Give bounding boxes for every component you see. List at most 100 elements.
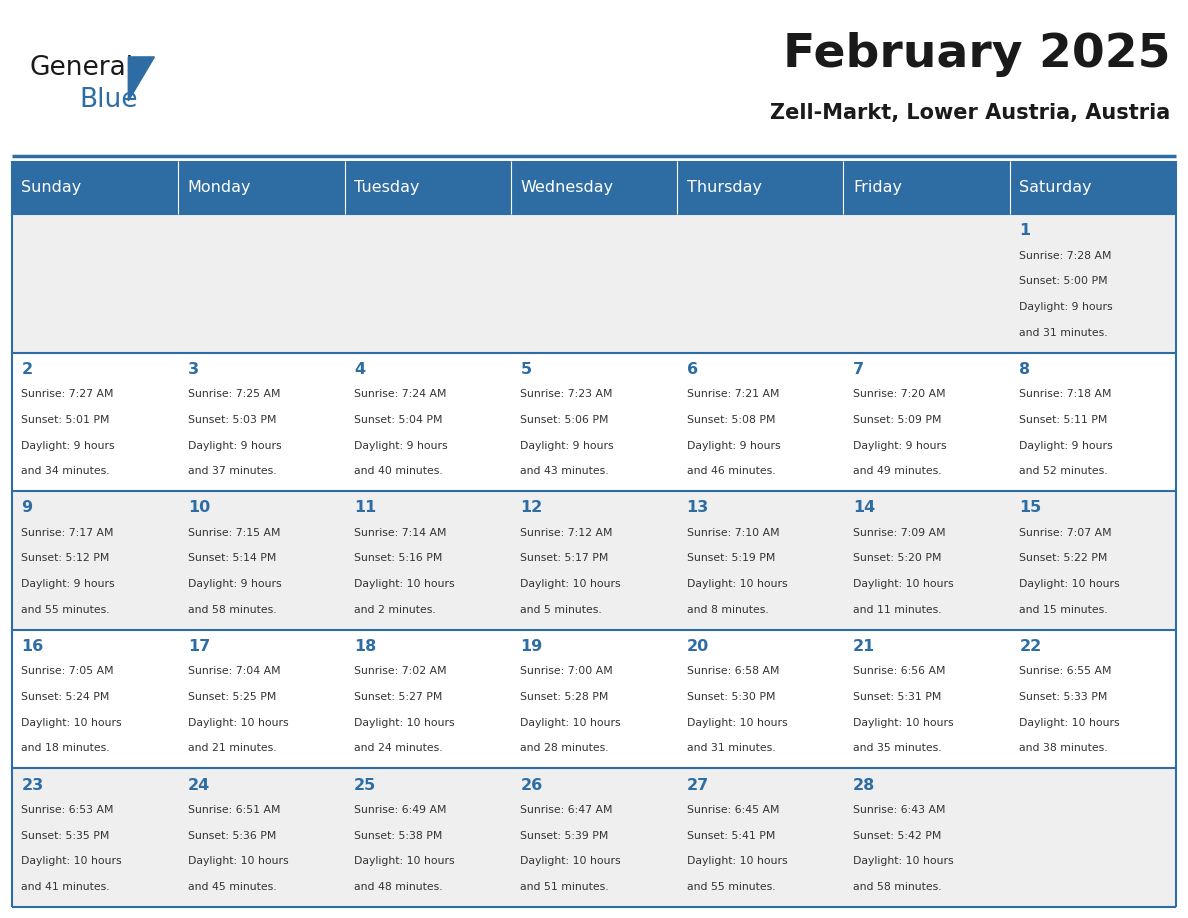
Text: Sunset: 5:35 PM: Sunset: 5:35 PM bbox=[21, 831, 109, 841]
Text: 20: 20 bbox=[687, 639, 709, 654]
Text: Sunset: 5:28 PM: Sunset: 5:28 PM bbox=[520, 692, 608, 702]
Text: and 8 minutes.: and 8 minutes. bbox=[687, 605, 769, 615]
Text: Sunrise: 7:10 AM: Sunrise: 7:10 AM bbox=[687, 528, 779, 538]
Text: Sunrise: 7:04 AM: Sunrise: 7:04 AM bbox=[188, 666, 280, 677]
Text: Daylight: 10 hours: Daylight: 10 hours bbox=[687, 856, 788, 867]
Text: Sunset: 5:33 PM: Sunset: 5:33 PM bbox=[1019, 692, 1107, 702]
Text: and 31 minutes.: and 31 minutes. bbox=[1019, 328, 1108, 338]
Text: 21: 21 bbox=[853, 639, 876, 654]
Text: Sunset: 5:24 PM: Sunset: 5:24 PM bbox=[21, 692, 109, 702]
Text: Sunset: 5:06 PM: Sunset: 5:06 PM bbox=[520, 415, 608, 425]
Text: Sunset: 5:04 PM: Sunset: 5:04 PM bbox=[354, 415, 442, 425]
Bar bbox=[843, 161, 1010, 214]
Text: 4: 4 bbox=[354, 362, 365, 376]
Text: 25: 25 bbox=[354, 778, 377, 792]
Text: Sunset: 5:38 PM: Sunset: 5:38 PM bbox=[354, 831, 442, 841]
Text: Daylight: 10 hours: Daylight: 10 hours bbox=[188, 856, 289, 867]
Bar bbox=[511, 161, 677, 214]
Text: 17: 17 bbox=[188, 639, 210, 654]
Text: and 2 minutes.: and 2 minutes. bbox=[354, 605, 436, 615]
Text: Sunset: 5:20 PM: Sunset: 5:20 PM bbox=[853, 554, 941, 564]
Text: and 51 minutes.: and 51 minutes. bbox=[520, 882, 609, 892]
Text: Sunset: 5:11 PM: Sunset: 5:11 PM bbox=[1019, 415, 1107, 425]
Bar bbox=[677, 161, 843, 214]
Text: and 46 minutes.: and 46 minutes. bbox=[687, 466, 776, 476]
Text: and 43 minutes.: and 43 minutes. bbox=[520, 466, 609, 476]
Text: Sunrise: 7:00 AM: Sunrise: 7:00 AM bbox=[520, 666, 613, 677]
Text: Sunrise: 7:07 AM: Sunrise: 7:07 AM bbox=[1019, 528, 1112, 538]
Text: 3: 3 bbox=[188, 362, 198, 376]
Text: Daylight: 9 hours: Daylight: 9 hours bbox=[188, 441, 282, 451]
Text: Saturday: Saturday bbox=[1019, 180, 1092, 195]
Text: 24: 24 bbox=[188, 778, 210, 792]
Bar bbox=[1010, 161, 1176, 214]
Text: Daylight: 9 hours: Daylight: 9 hours bbox=[21, 579, 115, 589]
Text: Sunrise: 7:15 AM: Sunrise: 7:15 AM bbox=[188, 528, 280, 538]
Text: Daylight: 10 hours: Daylight: 10 hours bbox=[354, 856, 455, 867]
Text: 12: 12 bbox=[520, 500, 543, 515]
Text: and 55 minutes.: and 55 minutes. bbox=[21, 605, 110, 615]
Text: Daylight: 10 hours: Daylight: 10 hours bbox=[188, 718, 289, 728]
Text: Sunset: 5:42 PM: Sunset: 5:42 PM bbox=[853, 831, 941, 841]
Text: 8: 8 bbox=[1019, 362, 1030, 376]
Text: Sunset: 5:12 PM: Sunset: 5:12 PM bbox=[21, 554, 109, 564]
Text: Daylight: 10 hours: Daylight: 10 hours bbox=[687, 718, 788, 728]
Text: Daylight: 9 hours: Daylight: 9 hours bbox=[687, 441, 781, 451]
Text: Sunset: 5:16 PM: Sunset: 5:16 PM bbox=[354, 554, 442, 564]
Text: 5: 5 bbox=[520, 362, 531, 376]
Text: 11: 11 bbox=[354, 500, 377, 515]
Text: and 18 minutes.: and 18 minutes. bbox=[21, 744, 110, 754]
Text: Sunset: 5:09 PM: Sunset: 5:09 PM bbox=[853, 415, 941, 425]
Text: Monday: Monday bbox=[188, 180, 251, 195]
Text: and 45 minutes.: and 45 minutes. bbox=[188, 882, 277, 892]
Text: Daylight: 9 hours: Daylight: 9 hours bbox=[520, 441, 614, 451]
Text: Sunrise: 6:49 AM: Sunrise: 6:49 AM bbox=[354, 805, 447, 815]
Text: Daylight: 10 hours: Daylight: 10 hours bbox=[21, 718, 122, 728]
Text: Sunrise: 7:27 AM: Sunrise: 7:27 AM bbox=[21, 389, 114, 399]
Text: Daylight: 9 hours: Daylight: 9 hours bbox=[1019, 302, 1113, 312]
Text: Daylight: 10 hours: Daylight: 10 hours bbox=[687, 579, 788, 589]
Text: February 2025: February 2025 bbox=[783, 32, 1170, 77]
Text: Sunrise: 6:56 AM: Sunrise: 6:56 AM bbox=[853, 666, 946, 677]
Text: Sunrise: 7:18 AM: Sunrise: 7:18 AM bbox=[1019, 389, 1112, 399]
Text: and 41 minutes.: and 41 minutes. bbox=[21, 882, 110, 892]
Text: General: General bbox=[30, 55, 134, 81]
Text: and 35 minutes.: and 35 minutes. bbox=[853, 744, 942, 754]
Text: Daylight: 10 hours: Daylight: 10 hours bbox=[520, 856, 621, 867]
Bar bbox=[345, 161, 511, 214]
Text: Daylight: 10 hours: Daylight: 10 hours bbox=[853, 579, 954, 589]
Text: Daylight: 10 hours: Daylight: 10 hours bbox=[853, 718, 954, 728]
Text: 16: 16 bbox=[21, 639, 44, 654]
Text: and 5 minutes.: and 5 minutes. bbox=[520, 605, 602, 615]
Text: Sunrise: 7:12 AM: Sunrise: 7:12 AM bbox=[520, 528, 613, 538]
Text: Daylight: 10 hours: Daylight: 10 hours bbox=[354, 718, 455, 728]
Text: Blue: Blue bbox=[80, 87, 138, 113]
Text: Sunset: 5:03 PM: Sunset: 5:03 PM bbox=[188, 415, 276, 425]
Text: Sunset: 5:36 PM: Sunset: 5:36 PM bbox=[188, 831, 276, 841]
Text: Tuesday: Tuesday bbox=[354, 180, 419, 195]
Text: Daylight: 9 hours: Daylight: 9 hours bbox=[21, 441, 115, 451]
Text: 28: 28 bbox=[853, 778, 876, 792]
Text: Sunrise: 7:25 AM: Sunrise: 7:25 AM bbox=[188, 389, 280, 399]
Text: and 49 minutes.: and 49 minutes. bbox=[853, 466, 942, 476]
Text: Daylight: 10 hours: Daylight: 10 hours bbox=[354, 579, 455, 589]
Text: 14: 14 bbox=[853, 500, 876, 515]
Text: Sunset: 5:30 PM: Sunset: 5:30 PM bbox=[687, 692, 775, 702]
Text: Daylight: 10 hours: Daylight: 10 hours bbox=[21, 856, 122, 867]
Text: 19: 19 bbox=[520, 639, 543, 654]
Text: Daylight: 10 hours: Daylight: 10 hours bbox=[1019, 579, 1120, 589]
Text: Sunset: 5:17 PM: Sunset: 5:17 PM bbox=[520, 554, 608, 564]
Text: Sunset: 5:41 PM: Sunset: 5:41 PM bbox=[687, 831, 775, 841]
Text: Zell-Markt, Lower Austria, Austria: Zell-Markt, Lower Austria, Austria bbox=[770, 103, 1170, 123]
Text: 2: 2 bbox=[21, 362, 32, 376]
Bar bbox=[12, 161, 178, 214]
Bar bbox=[12, 630, 1176, 768]
Text: and 38 minutes.: and 38 minutes. bbox=[1019, 744, 1108, 754]
Text: and 34 minutes.: and 34 minutes. bbox=[21, 466, 110, 476]
Text: Sunset: 5:08 PM: Sunset: 5:08 PM bbox=[687, 415, 775, 425]
Text: and 52 minutes.: and 52 minutes. bbox=[1019, 466, 1108, 476]
Text: Daylight: 10 hours: Daylight: 10 hours bbox=[520, 718, 621, 728]
Text: and 55 minutes.: and 55 minutes. bbox=[687, 882, 776, 892]
Text: and 24 minutes.: and 24 minutes. bbox=[354, 744, 443, 754]
Text: Daylight: 9 hours: Daylight: 9 hours bbox=[354, 441, 448, 451]
